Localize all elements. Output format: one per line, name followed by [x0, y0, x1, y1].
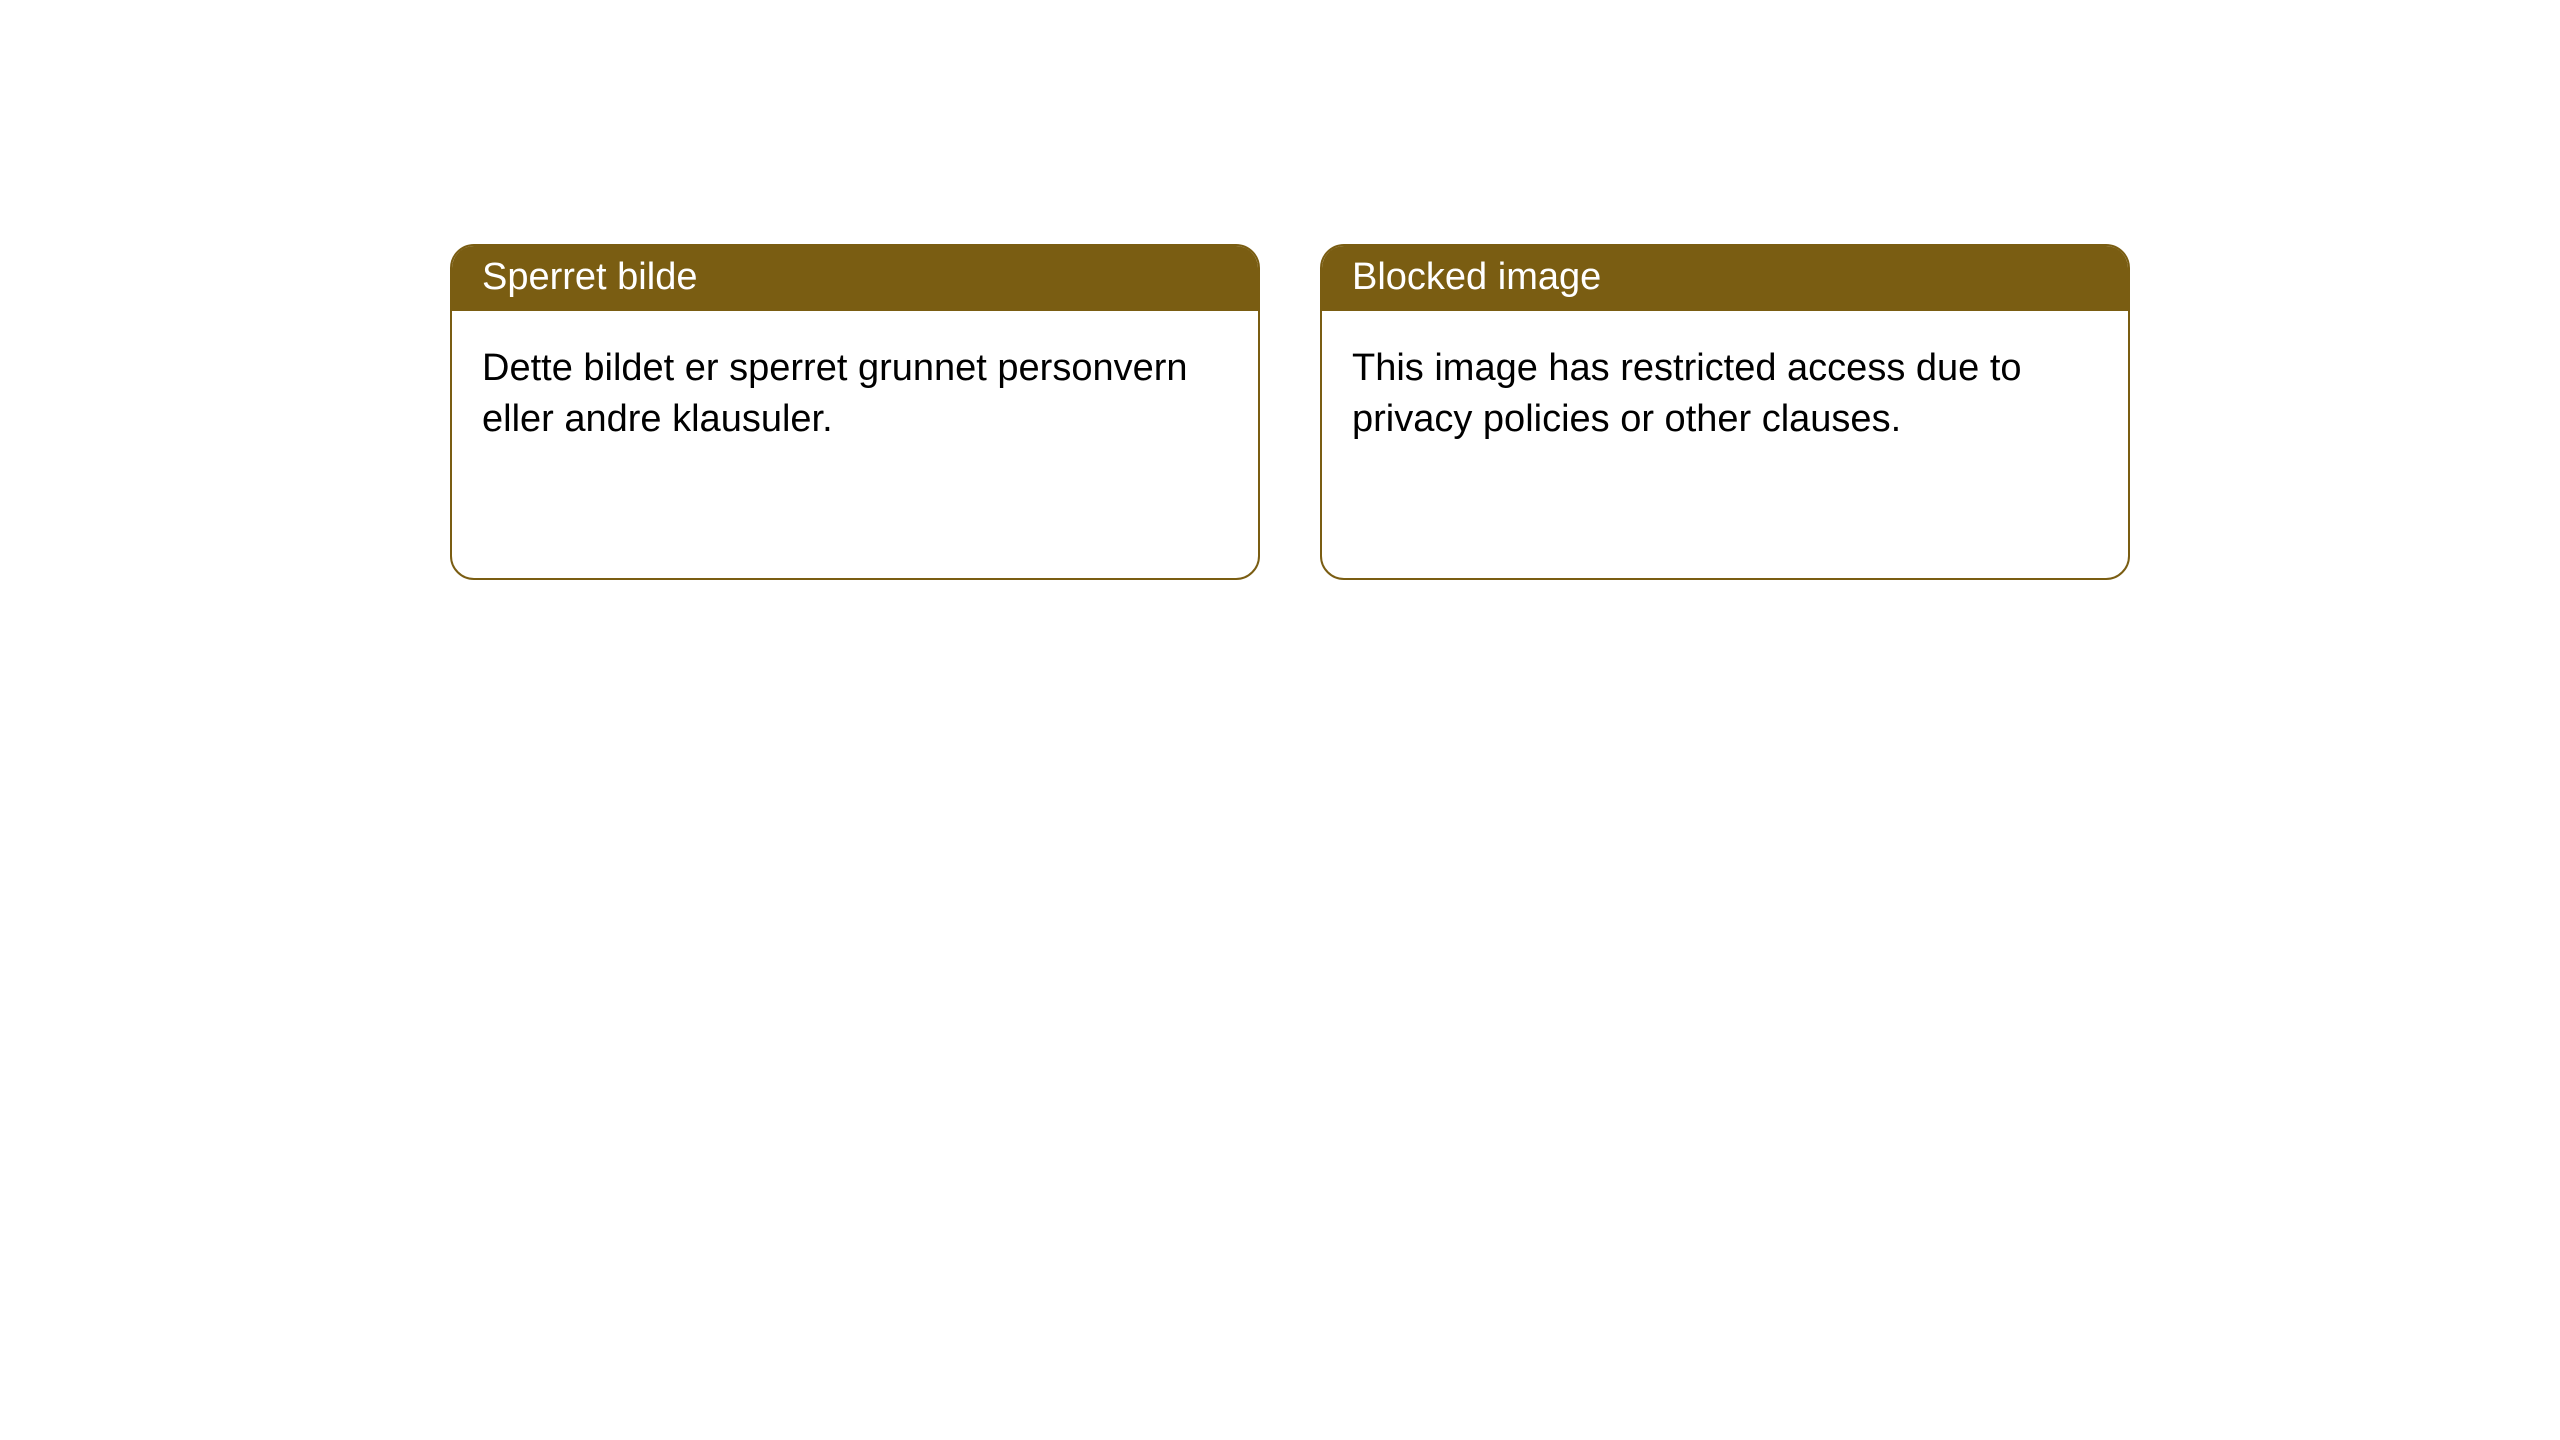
- notice-header: Blocked image: [1322, 246, 2128, 311]
- notice-body: Dette bildet er sperret grunnet personve…: [452, 311, 1258, 478]
- notice-header: Sperret bilde: [452, 246, 1258, 311]
- notice-container: Sperret bilde Dette bildet er sperret gr…: [0, 0, 2560, 580]
- notice-body: This image has restricted access due to …: [1322, 311, 2128, 478]
- notice-card-norwegian: Sperret bilde Dette bildet er sperret gr…: [450, 244, 1260, 580]
- notice-card-english: Blocked image This image has restricted …: [1320, 244, 2130, 580]
